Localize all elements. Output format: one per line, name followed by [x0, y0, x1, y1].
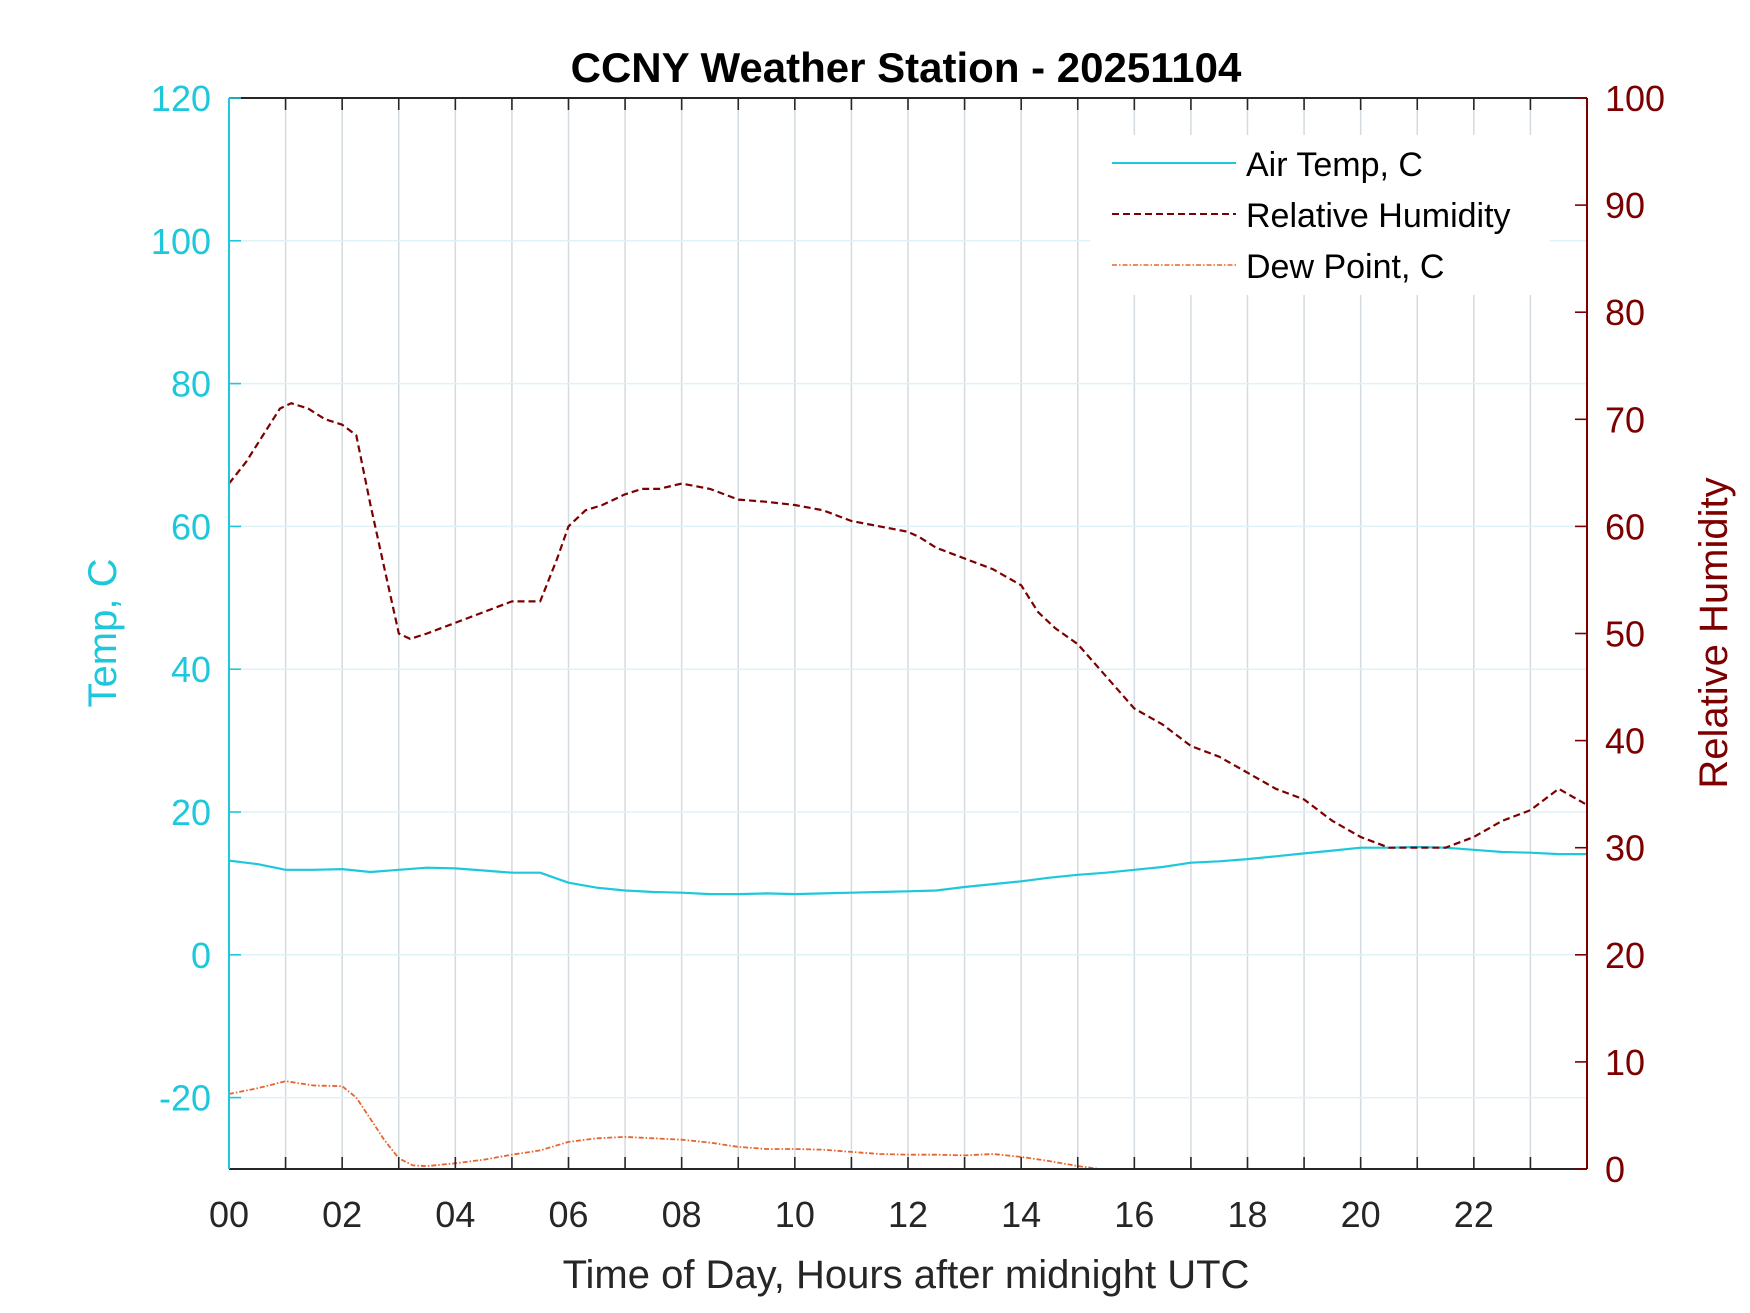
x-tick-label: 08: [662, 1194, 702, 1235]
y-axis-left-label: Temp, C: [81, 559, 125, 708]
y-right-tick-label: 40: [1605, 721, 1645, 762]
x-tick-label: 02: [322, 1194, 362, 1235]
y-left-tick-label: 0: [191, 935, 211, 976]
y-right-tick-label: 10: [1605, 1042, 1645, 1083]
x-tick-label: 14: [1001, 1194, 1041, 1235]
x-tick-label: 20: [1341, 1194, 1381, 1235]
legend: Air Temp, C Relative Humidity Dew Point,…: [1090, 135, 1550, 295]
y-left-tick-label: 60: [171, 506, 211, 547]
y-left-tick-label: 80: [171, 364, 211, 405]
x-tick-label: 10: [775, 1194, 815, 1235]
y-axis-right-label: Relative Humidity: [1692, 477, 1736, 788]
axis-ticks: 00 02 04 06 08 10 12 14 16 18 20 22-200204060801001…: [151, 78, 1665, 1235]
chart-title: CCNY Weather Station - 20251104: [571, 44, 1242, 91]
y-left-tick-label: 40: [171, 649, 211, 690]
legend-background: [1090, 135, 1550, 295]
y-right-tick-label: 20: [1605, 935, 1645, 976]
series-lines: [228, 402, 1588, 1170]
y-right-tick-label: 90: [1605, 185, 1645, 226]
series-line-relative-humidity: [228, 402, 1588, 849]
y-left-tick-label: -20: [159, 1078, 211, 1119]
y-right-tick-label: 30: [1605, 828, 1645, 869]
legend-label-dew-point: Dew Point, C: [1246, 248, 1444, 286]
y-left-tick-label: 100: [151, 221, 211, 262]
x-axis-label: Time of Day, Hours after midnight UTC: [563, 1253, 1250, 1297]
x-tick-label: 18: [1227, 1194, 1267, 1235]
y-right-tick-label: 70: [1605, 399, 1645, 440]
y-right-tick-label: 80: [1605, 292, 1645, 333]
x-tick-label: 06: [548, 1194, 588, 1235]
y-right-tick-label: 100: [1605, 78, 1665, 119]
x-tick-label: 00: [209, 1194, 249, 1235]
x-tick-label: 12: [888, 1194, 928, 1235]
x-tick-label: 16: [1114, 1194, 1154, 1235]
legend-label-air-temp: Air Temp, C: [1246, 146, 1423, 184]
series-line-dew-point: [228, 1080, 1101, 1170]
y-left-tick-label: 120: [151, 78, 211, 119]
y-right-tick-label: 60: [1605, 506, 1645, 547]
x-tick-label: 22: [1454, 1194, 1494, 1235]
y-right-tick-label: 50: [1605, 614, 1645, 655]
grid-lines: [229, 98, 1587, 1169]
series-line-air-temp: [228, 845, 1587, 896]
y-left-tick-label: 20: [171, 792, 211, 833]
y-right-tick-label: 0: [1605, 1149, 1625, 1190]
x-tick-label: 04: [435, 1194, 475, 1235]
legend-label-relative-humidity: Relative Humidity: [1246, 197, 1511, 235]
